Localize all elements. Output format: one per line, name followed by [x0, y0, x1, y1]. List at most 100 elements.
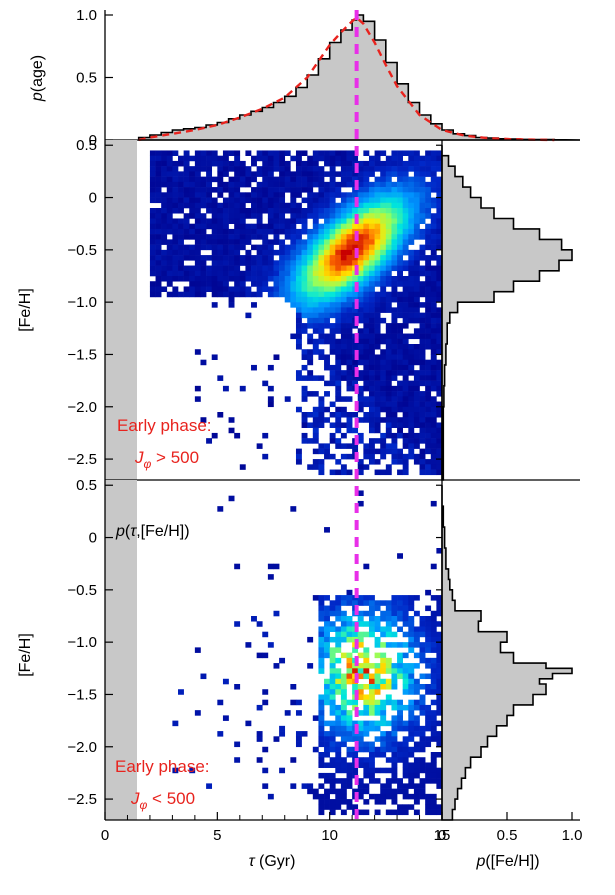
- middle-heatmap-cell: [335, 328, 342, 334]
- middle-heatmap-cell: [239, 464, 246, 470]
- middle-heatmap-cell: [183, 150, 190, 156]
- middle-heatmap-cell: [318, 307, 325, 313]
- middle-heatmap-cell: [234, 213, 241, 219]
- middle-heatmap-cell: [335, 244, 342, 251]
- bottom-heatmap-cell: [425, 793, 432, 800]
- middle-heatmap-cell: [318, 338, 325, 345]
- middle-heatmap-cell: [357, 181, 364, 188]
- middle-heatmap-cell: [262, 228, 269, 235]
- marginal-x-tick-label: 1.0: [562, 827, 583, 844]
- middle-heatmap-cell: [251, 291, 257, 298]
- middle-heatmap-cell: [430, 150, 437, 156]
- middle-heatmap-cell: [397, 396, 403, 402]
- bottom-heatmap-cell: [436, 804, 442, 810]
- middle-heatmap-cell: [295, 187, 302, 193]
- middle-heatmap-cell: [408, 432, 415, 439]
- bottom-heatmap-cell: [408, 595, 415, 601]
- middle-heatmap-cell: [329, 239, 336, 245]
- bottom-heatmap-cell: [318, 616, 325, 622]
- middle-heatmap-cell: [368, 391, 375, 397]
- middle-heatmap-cell: [413, 171, 420, 177]
- middle-heatmap-cell: [430, 312, 437, 319]
- bottom-heatmap-cell: [346, 616, 353, 622]
- middle-heatmap-cell: [419, 328, 426, 334]
- middle-heatmap-cell: [397, 218, 403, 224]
- middle-heatmap-cell: [307, 375, 314, 381]
- middle-heatmap-cell: [324, 155, 330, 162]
- middle-heatmap-cell: [206, 244, 213, 251]
- middle-heatmap-cell: [352, 155, 359, 162]
- bottom-heatmap-cell: [368, 605, 375, 612]
- middle-heatmap-cell: [436, 155, 442, 162]
- middle-heatmap-cell: [374, 323, 381, 329]
- middle-heatmap-cell: [295, 453, 302, 460]
- bottom-heatmap-cell: [402, 595, 409, 601]
- middle-heatmap-cell: [335, 270, 342, 277]
- bottom-heatmap-cell: [357, 642, 364, 648]
- middle-heatmap-cell: [340, 228, 347, 235]
- middle-heatmap-cell: [161, 286, 168, 292]
- middle-heatmap-cell: [256, 223, 263, 230]
- middle-heatmap-cell: [183, 213, 190, 219]
- bottom-heatmap-cell: [368, 741, 375, 748]
- middle-heatmap-cell: [368, 453, 375, 460]
- bottom-heatmap-cell: [408, 621, 415, 627]
- middle-heatmap-cell: [312, 270, 319, 277]
- middle-heatmap-cell: [419, 218, 426, 224]
- middle-heatmap-cell: [290, 192, 297, 198]
- middle-heatmap-cell: [368, 192, 375, 198]
- middle-heatmap-cell: [312, 228, 319, 235]
- middle-heatmap-cell: [217, 160, 224, 167]
- bottom-heatmap-cell: [340, 788, 347, 795]
- middle-heatmap-cell: [402, 312, 409, 319]
- middle-heatmap-cell: [419, 176, 426, 183]
- middle-heatmap-cell: [194, 228, 201, 235]
- middle-heatmap-cell: [312, 244, 319, 251]
- middle-heatmap-cell: [385, 364, 392, 371]
- bottom-heatmap-cell: [335, 710, 342, 716]
- middle-heatmap-cell: [408, 197, 415, 204]
- middle-heatmap-cell: [155, 265, 162, 272]
- middle-heatmap-cell: [301, 422, 308, 428]
- middle-heatmap-cell: [425, 401, 432, 408]
- middle-heatmap-cell: [352, 312, 359, 319]
- middle-heatmap-cell: [413, 443, 420, 449]
- middle-heatmap-cell: [340, 171, 347, 177]
- middle-heatmap-cell: [363, 354, 370, 360]
- middle-heatmap-cell: [425, 459, 432, 465]
- middle-heatmap-cell: [222, 385, 229, 392]
- middle-heatmap-cell: [222, 213, 229, 219]
- middle-heatmap-cell: [346, 453, 353, 460]
- middle-heatmap-cell: [391, 213, 398, 219]
- bottom-heatmap-cell: [436, 605, 442, 612]
- middle-heatmap-cell: [166, 223, 173, 230]
- middle-heatmap-cell: [368, 406, 375, 413]
- middle-heatmap-cell: [397, 291, 403, 298]
- middle-heatmap-cell: [267, 244, 274, 251]
- middle-heatmap-cell: [329, 187, 336, 193]
- middle-heatmap-cell: [368, 459, 375, 465]
- bottom-heatmap-cell: [425, 762, 432, 768]
- middle-heatmap-cell: [391, 228, 398, 235]
- middle-heatmap-cell: [194, 181, 201, 188]
- bottom-heatmap-cell: [408, 642, 415, 648]
- middle-heatmap-cell: [408, 380, 415, 387]
- bottom-heatmap-cell: [340, 731, 347, 737]
- middle-heatmap-cell: [267, 228, 274, 235]
- middle-heatmap-cell: [380, 291, 387, 298]
- middle-heatmap-cell: [312, 176, 319, 183]
- middle-heatmap-cell: [256, 244, 263, 251]
- bottom-heatmap-cell: [340, 694, 347, 700]
- bottom-heatmap-cell: [402, 741, 409, 748]
- bottom-heatmap-cell: [391, 678, 398, 685]
- middle-heatmap-cell: [284, 218, 291, 224]
- middle-heatmap-cell: [436, 359, 442, 366]
- middle-heatmap-cell: [273, 276, 280, 282]
- bottom-heatmap-cell: [335, 757, 342, 763]
- bottom-heatmap-cell: [402, 725, 409, 732]
- middle-heatmap-cell: [222, 228, 229, 235]
- middle-heatmap-cell: [161, 197, 168, 204]
- middle-heatmap-cell: [380, 401, 387, 408]
- middle-heatmap-cell: [206, 265, 213, 272]
- middle-heatmap-cell: [279, 150, 286, 156]
